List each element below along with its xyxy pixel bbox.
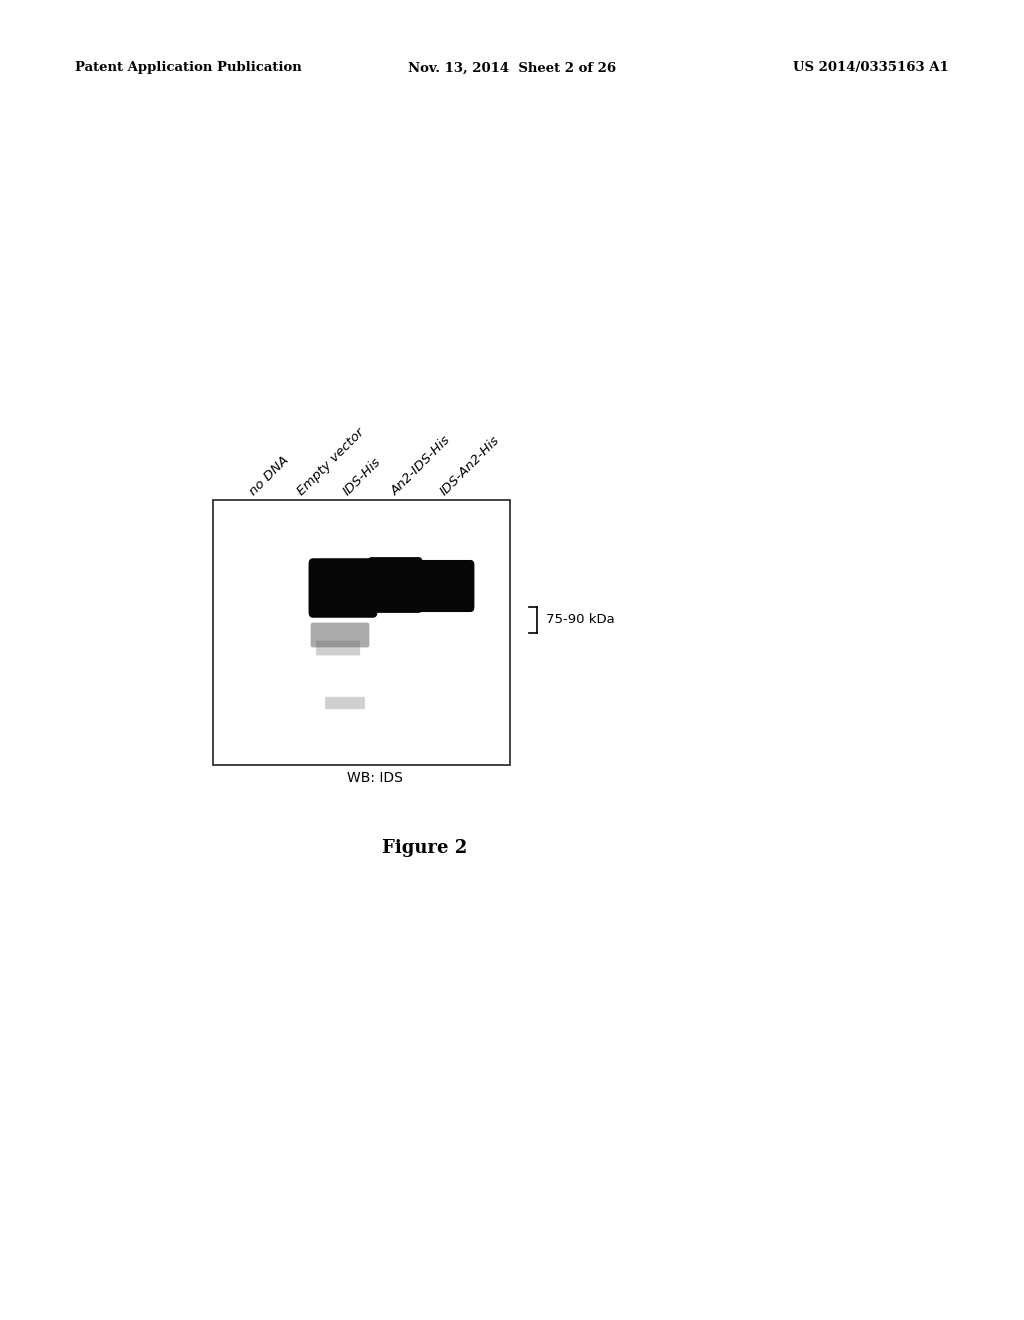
Text: Empty vector: Empty vector — [295, 426, 368, 498]
FancyBboxPatch shape — [412, 560, 474, 612]
FancyBboxPatch shape — [325, 697, 365, 709]
Text: no DNA: no DNA — [247, 454, 292, 498]
Text: US 2014/0335163 A1: US 2014/0335163 A1 — [794, 62, 949, 74]
FancyBboxPatch shape — [310, 623, 370, 647]
Text: WB: IDS: WB: IDS — [347, 771, 402, 785]
FancyBboxPatch shape — [368, 557, 423, 612]
Text: Figure 2: Figure 2 — [382, 840, 468, 857]
FancyBboxPatch shape — [308, 558, 378, 618]
Text: Nov. 13, 2014  Sheet 2 of 26: Nov. 13, 2014 Sheet 2 of 26 — [408, 62, 616, 74]
FancyBboxPatch shape — [315, 640, 360, 656]
Text: 75-90 kDa: 75-90 kDa — [546, 612, 614, 626]
Text: An2-IDS-His: An2-IDS-His — [389, 433, 454, 498]
Bar — [213, 500, 510, 766]
Text: IDS-An2-His: IDS-An2-His — [438, 433, 503, 498]
Text: IDS-His: IDS-His — [341, 455, 384, 498]
Text: Patent Application Publication: Patent Application Publication — [75, 62, 301, 74]
